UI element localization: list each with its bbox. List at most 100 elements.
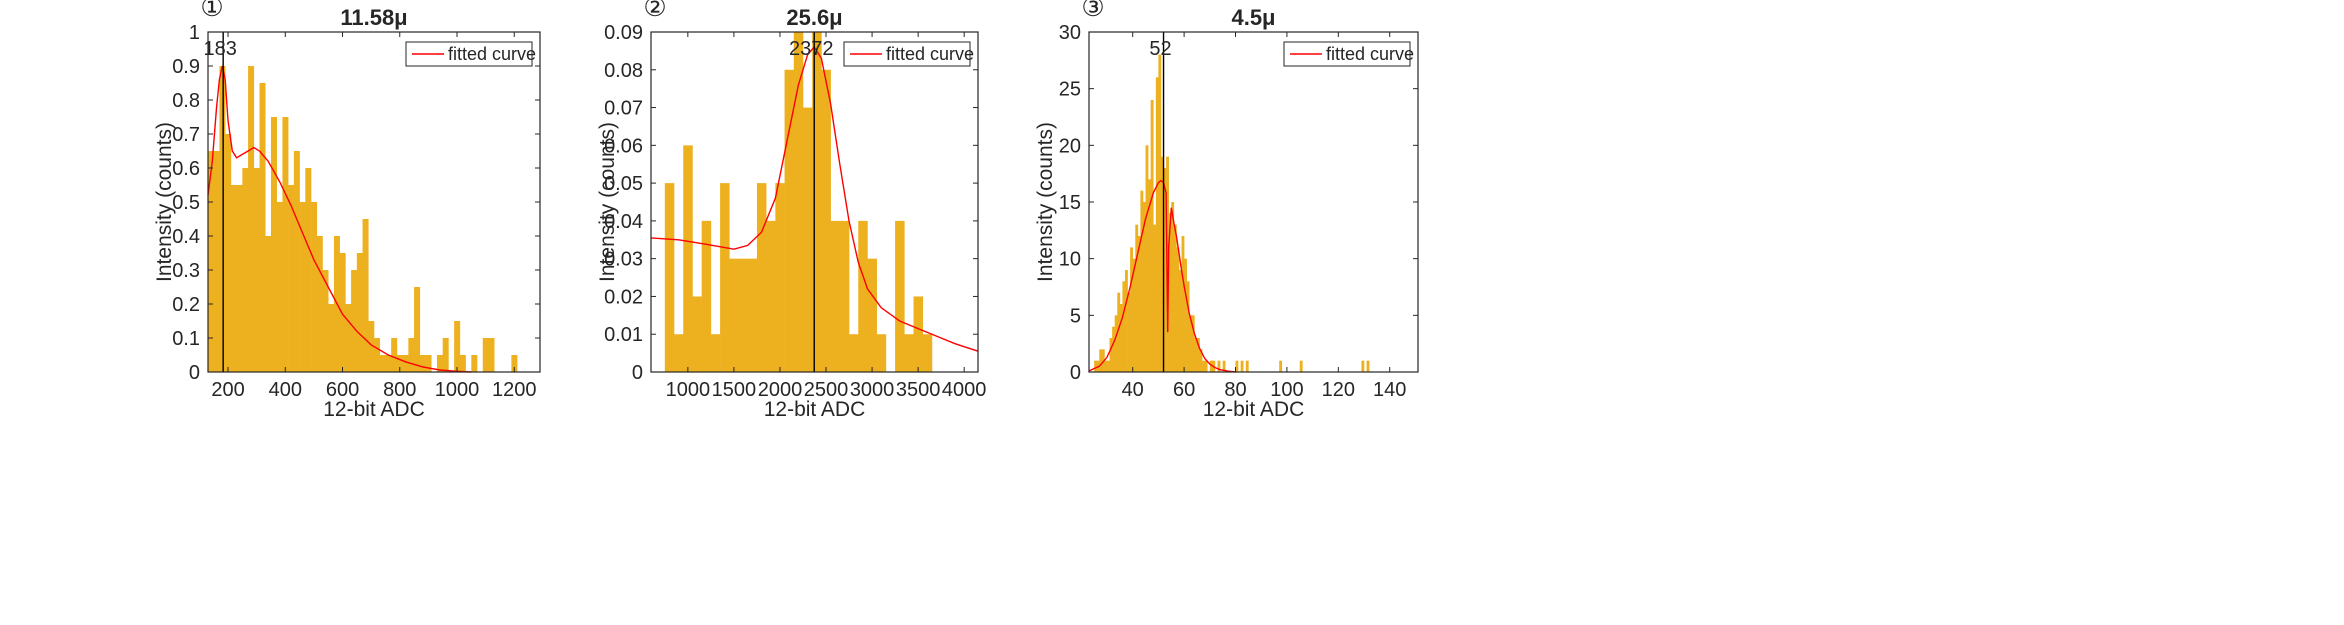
- chart-title-2: 25.6μ: [786, 5, 842, 30]
- legend-label-2: fitted curve: [886, 44, 974, 64]
- legend-label-1: fitted curve: [448, 44, 536, 64]
- histogram-bar: [385, 355, 392, 372]
- y-tick-label: 0: [189, 362, 200, 384]
- x-tick-label: 600: [326, 379, 359, 401]
- histogram-bar: [812, 32, 822, 372]
- histogram-bar: [1124, 270, 1128, 372]
- histogram-bar: [1204, 360, 1208, 372]
- y-axis-label-2: Intensity (counts): [596, 122, 619, 282]
- histogram-bar: [374, 338, 381, 372]
- histogram-bars-2: [664, 32, 933, 373]
- histogram-bar: [311, 202, 318, 372]
- y-tick-label: 0.09: [604, 22, 643, 44]
- histogram-bar: [414, 287, 421, 372]
- x-tick-label: 1500: [712, 379, 757, 401]
- y-tick-label: 10: [1059, 249, 1081, 271]
- histogram-bar: [710, 334, 721, 372]
- y-tick-label: 15: [1059, 192, 1081, 214]
- histogram-bar: [1235, 360, 1239, 372]
- histogram-bar: [729, 258, 739, 372]
- x-tick-label: 800: [383, 379, 416, 401]
- histogram-bar: [471, 355, 478, 372]
- peak-label-1: 183: [203, 38, 236, 60]
- y-ticks-2: 0 0.01 0.02 0.03 0.04 0.05 0.06 0.07 0.08 0.09: [604, 22, 978, 384]
- histogram-bar: [391, 338, 398, 372]
- histogram-bar: [830, 220, 841, 372]
- histogram-bar: [1119, 304, 1123, 372]
- histogram-bar: [1158, 54, 1162, 373]
- chart-panel-2: 2372 1000 1500 2000 2500 3000 3500 4000 00.010…: [596, 0, 986, 421]
- histogram-bar: [1106, 360, 1110, 372]
- histogram-bar: [1209, 360, 1213, 372]
- histogram-bar: [1184, 258, 1187, 372]
- histogram-bar: [396, 355, 403, 372]
- histogram-bar: [242, 168, 249, 372]
- histogram-bar: [339, 253, 346, 372]
- y-tick-label: 0: [632, 362, 643, 384]
- x-tick-label: 400: [269, 379, 302, 401]
- histogram-bar: [1202, 360, 1205, 372]
- histogram-bar: [259, 83, 266, 372]
- histogram-bar: [1366, 360, 1370, 372]
- y-tick-label: 0: [1070, 362, 1081, 384]
- histogram-bar: [408, 338, 415, 372]
- histogram-bar: [442, 338, 449, 372]
- legend-3: fitted curve: [1283, 41, 1414, 67]
- histogram-bar: [379, 355, 386, 372]
- y-tick-label: 0.04: [604, 211, 643, 233]
- histogram-bar: [1135, 224, 1139, 372]
- histogram-bar: [1245, 360, 1249, 372]
- x-tick-label: 100: [1270, 379, 1303, 401]
- histogram-bar: [225, 134, 232, 372]
- histogram-bar: [775, 183, 785, 372]
- y-tick-label: 0.3: [172, 260, 200, 282]
- x-axis-label-2: 12-bit ADC: [764, 398, 866, 421]
- histogram-bar: [922, 334, 933, 372]
- histogram-bar: [1130, 247, 1133, 372]
- x-ticks-1: 200 400 600 800 1000 1200: [211, 32, 536, 401]
- y-ticks-1: 0 0.1 0.2 0.3 0.4 0.5 0.6 0.7 0.8 0.9 1: [172, 22, 540, 384]
- x-tick-label: 1000: [435, 379, 480, 401]
- histogram-bar: [1140, 190, 1144, 372]
- panel-marker-2: ②: [643, 0, 666, 23]
- y-ticks-3: 0 5 10 15 20 25 30: [1059, 22, 1418, 384]
- histogram-bar: [1117, 292, 1121, 372]
- histogram-bar: [1094, 360, 1098, 372]
- histogram-bar: [208, 151, 215, 372]
- y-tick-label: 0.05: [604, 173, 643, 195]
- x-ticks-2: 1000 1500 2000 2500 3000 3500 4000: [666, 32, 987, 401]
- histogram-bar: [1217, 360, 1221, 372]
- y-tick-label: 25: [1059, 79, 1081, 101]
- x-tick-label: 4000: [942, 379, 987, 401]
- histogram-bar: [802, 107, 813, 373]
- histogram-bar: [1145, 145, 1149, 372]
- histogram-bar: [692, 296, 702, 372]
- histogram-bar: [701, 220, 712, 372]
- y-tick-label: 5: [1070, 305, 1081, 327]
- histogram-bar: [299, 202, 306, 372]
- histogram-bar: [858, 220, 868, 372]
- histogram-bar: [511, 355, 518, 372]
- histogram-bar: [793, 32, 804, 372]
- histogram-bar: [1171, 202, 1175, 372]
- histogram-bar: [253, 168, 260, 372]
- legend-1: fitted curve: [405, 41, 536, 67]
- x-tick-label: 140: [1373, 379, 1406, 401]
- legend-box-3: [1283, 41, 1411, 67]
- histogram-bar: [895, 220, 905, 372]
- histogram-bar: [236, 185, 243, 372]
- histogram-bar: [1189, 315, 1193, 372]
- legend-2: fitted curve: [843, 41, 974, 67]
- histogram-bar: [322, 270, 329, 372]
- panel-marker-1: ①: [200, 0, 223, 23]
- histogram-bar: [482, 338, 489, 372]
- histogram-bar: [488, 338, 495, 372]
- histogram-bar: [1361, 360, 1365, 372]
- x-axis-label-1: 12-bit ADC: [323, 398, 425, 421]
- histogram-bar: [1155, 77, 1159, 372]
- histogram-bar: [1176, 247, 1180, 372]
- peak-label-2: 2372: [789, 38, 834, 60]
- histogram-bar: [1222, 360, 1226, 372]
- histogram-bar: [1142, 202, 1146, 372]
